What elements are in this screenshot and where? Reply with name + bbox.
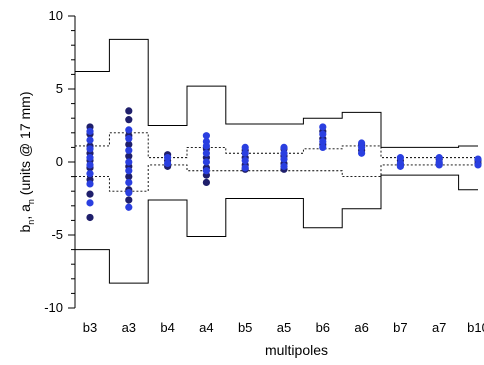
data-point <box>396 154 404 162</box>
data-point <box>125 167 133 175</box>
data-point <box>86 199 94 207</box>
x-tick-label: b7 <box>393 320 407 335</box>
y-axis-title-sub-n2: n <box>26 199 36 204</box>
data-point <box>125 126 133 134</box>
x-tick-label: a3 <box>122 320 136 335</box>
data-point <box>164 154 172 162</box>
data-point <box>164 159 172 168</box>
y-axis-title-b: b <box>17 224 33 232</box>
x-tick-label: a5 <box>277 320 291 335</box>
data-point <box>202 158 210 166</box>
data-point <box>396 162 404 170</box>
x-tick-label: a4 <box>199 320 213 335</box>
data-point <box>280 155 288 163</box>
data-point <box>358 149 366 157</box>
data-point <box>319 130 327 138</box>
data-point <box>280 162 288 170</box>
x-axis-title: multipoles <box>265 342 328 358</box>
outer-envelope-lower <box>75 174 478 284</box>
data-point <box>125 116 133 124</box>
data-point <box>125 203 133 211</box>
data-point <box>86 154 94 162</box>
data-point <box>319 143 327 151</box>
y-axis-ticks: 10 5 0 -5 -10 <box>44 8 75 315</box>
data-point <box>86 190 94 198</box>
data-point <box>474 155 482 163</box>
data-point <box>125 173 133 181</box>
data-point <box>280 149 288 157</box>
y-axis-title-sub-n1: n <box>26 220 36 225</box>
plot-background <box>75 16 478 308</box>
data-point <box>86 161 94 169</box>
x-tick-label: a7 <box>432 320 446 335</box>
x-tick-label: b3 <box>83 320 97 335</box>
data-point <box>86 136 94 144</box>
data-point <box>125 196 133 204</box>
y-axis-title-a: , a <box>17 204 33 220</box>
data-point <box>125 140 133 149</box>
data-point <box>125 178 133 187</box>
data-point <box>241 149 249 157</box>
x-tick-label: b5 <box>238 320 252 335</box>
tolerance-envelopes <box>75 38 478 284</box>
outer-envelope-upper <box>75 38 478 148</box>
data-point <box>125 189 133 197</box>
data-point <box>474 161 482 169</box>
data-point <box>241 164 249 172</box>
y-axis-title: bn, an (units @ 17 mm) <box>17 92 36 233</box>
x-tick-label: b4 <box>160 320 174 335</box>
x-axis-ticks: b3 a3 b4 a4 b5 a5 b6 a6 b7 a7 b10 <box>83 320 484 335</box>
y-tick-label: 0 <box>56 154 63 169</box>
data-point <box>280 143 288 151</box>
x-tick-label: b6 <box>316 320 330 335</box>
data-point <box>319 123 327 131</box>
data-point <box>86 180 94 188</box>
data-point <box>202 132 210 140</box>
y-tick-label: 5 <box>56 81 63 96</box>
data-point <box>319 137 327 146</box>
y-tick-label: -5 <box>51 227 63 242</box>
data-point <box>241 156 249 165</box>
data-point <box>358 143 366 151</box>
data-point <box>125 146 133 154</box>
data-point <box>125 152 133 160</box>
plot-area <box>75 16 478 308</box>
y-tick-label: -10 <box>44 300 63 315</box>
x-tick-label: b10 <box>467 320 484 335</box>
y-tick-label: 10 <box>49 8 63 23</box>
x-tick-label: a6 <box>354 320 368 335</box>
y-axis-title-rest: (units @ 17 mm) <box>17 92 33 200</box>
data-point <box>125 135 133 143</box>
data-point <box>86 170 94 178</box>
data-points <box>86 107 482 222</box>
data-point <box>125 158 133 166</box>
data-point <box>125 107 133 115</box>
data-point <box>202 178 210 187</box>
data-point <box>202 167 210 175</box>
data-point <box>202 142 210 150</box>
data-point <box>86 213 94 222</box>
data-point <box>435 161 443 169</box>
data-point <box>202 149 210 157</box>
data-point <box>86 127 94 135</box>
data-point <box>241 143 249 151</box>
data-point <box>86 145 94 153</box>
inner-envelope-lower <box>75 164 478 192</box>
